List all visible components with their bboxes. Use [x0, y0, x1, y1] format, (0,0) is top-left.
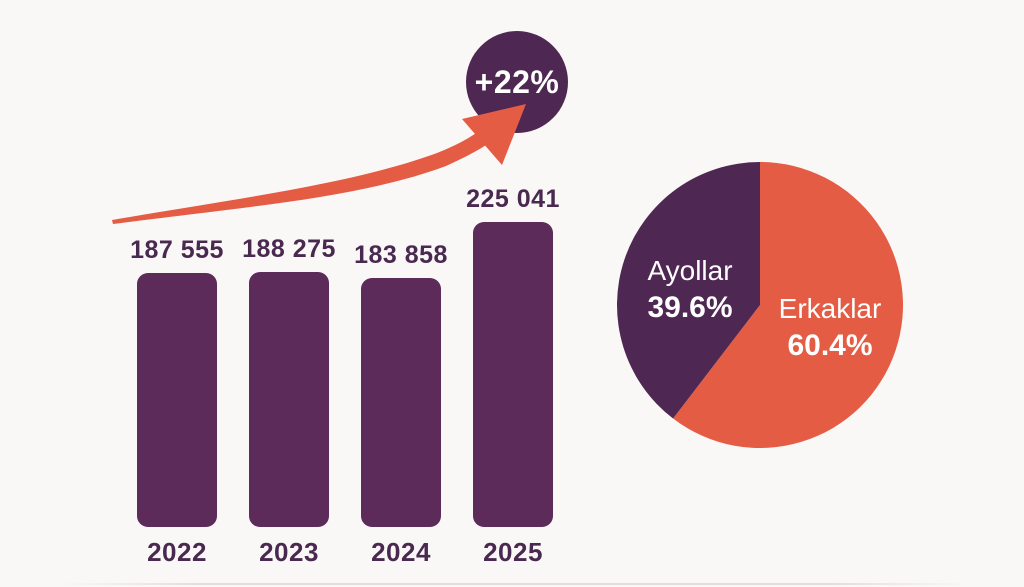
- bar-column: 187 555 2022: [130, 235, 223, 567]
- bar-value-label: 225 041: [466, 185, 560, 213]
- pie-slice-percent: 39.6%: [647, 290, 733, 324]
- bar-year-label: 2023: [259, 537, 319, 567]
- bar: [473, 222, 553, 527]
- pie-slice-name: Ayollar: [647, 255, 733, 286]
- bar-column: 183 858 2024: [354, 240, 447, 567]
- growth-badge: +22%: [466, 31, 568, 133]
- bar: [137, 273, 217, 527]
- bar-year-label: 2024: [371, 537, 431, 567]
- bar-value-label: 188 275: [242, 235, 336, 263]
- pie-slice-erkaklar: [673, 162, 903, 448]
- bar-value-label: 187 555: [130, 236, 224, 264]
- bar: [249, 272, 329, 527]
- bottom-edge-shadow: [60, 583, 970, 585]
- pie-label-erkaklar: Erkaklar 60.4%: [755, 292, 905, 364]
- bar-year-label: 2025: [483, 537, 543, 567]
- bar-column: 225 041 2025: [466, 184, 559, 567]
- bar-column: 188 275 2023: [242, 234, 335, 567]
- growth-badge-label: +22%: [474, 63, 560, 100]
- pie-label-ayollar: Ayollar 39.6%: [623, 254, 757, 326]
- bar-value-label: 183 858: [354, 241, 448, 269]
- pie-chart: Ayollar 39.6% Erkaklar 60.4%: [617, 162, 903, 448]
- pie-slice-percent: 60.4%: [787, 328, 873, 362]
- pie-slice-ayollar: [617, 162, 760, 419]
- pie-slice-name: Erkaklar: [778, 293, 882, 324]
- bar-year-label: 2022: [147, 537, 207, 567]
- pie-chart-graphic: [617, 162, 903, 448]
- bar-chart: 187 555 2022 188 275 2023 183 858 2024 225 041…: [130, 184, 559, 567]
- bar: [361, 278, 441, 527]
